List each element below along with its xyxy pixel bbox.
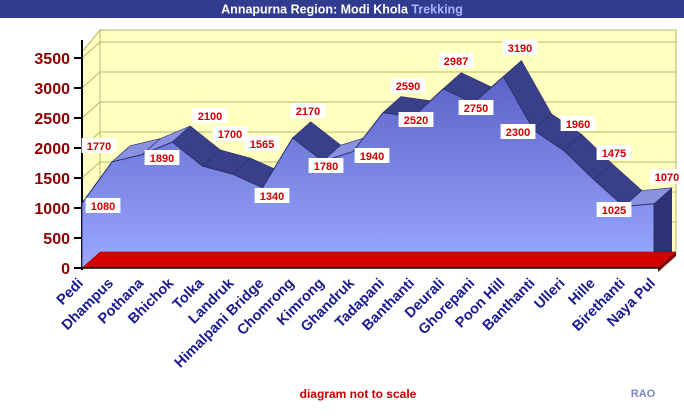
data-label: 1960: [560, 116, 596, 131]
data-label: 1770: [81, 138, 117, 153]
y-tick-label: 1000: [34, 201, 70, 218]
data-label: 2987: [438, 53, 474, 68]
svg-text:1340: 1340: [260, 191, 284, 203]
y-tick-label: 3000: [34, 81, 70, 98]
credit-label: RAO: [631, 388, 656, 400]
svg-text:2590: 2590: [396, 81, 420, 93]
y-tick-label: 0: [61, 261, 70, 278]
svg-text:1890: 1890: [150, 153, 174, 165]
svg-text:1025: 1025: [602, 205, 626, 217]
header-bar: [0, 0, 684, 18]
area-end-face: [654, 187, 672, 268]
y-tick-label: 3500: [34, 51, 70, 68]
data-label: 2300: [500, 124, 536, 139]
y-tick-label: 2000: [34, 141, 70, 158]
floor-top: [81, 251, 677, 269]
svg-text:1770: 1770: [87, 141, 111, 153]
y-tick-label: 2500: [34, 111, 70, 128]
data-label: 2750: [458, 100, 494, 115]
svg-text:1780: 1780: [314, 161, 338, 173]
data-label: 1340: [254, 188, 290, 203]
svg-text:3190: 3190: [508, 43, 532, 55]
data-label: 1940: [354, 148, 390, 163]
x-axis: PediDhampusPothanaBhichokTolkaLandrukHim…: [54, 275, 659, 371]
svg-text:1070: 1070: [655, 172, 679, 184]
svg-text:2100: 2100: [198, 111, 222, 123]
svg-text:1960: 1960: [566, 119, 590, 131]
svg-text:1940: 1940: [360, 151, 384, 163]
data-labels: 1080 1770 1890 2100 1700 1565 1340 2170 1780 1940…: [81, 40, 684, 217]
y-tick-label: 500: [43, 231, 70, 248]
svg-text:1565: 1565: [250, 139, 274, 151]
svg-text:2520: 2520: [404, 115, 428, 127]
data-label: 2520: [398, 112, 434, 127]
data-label: 1700: [212, 126, 248, 141]
svg-text:1700: 1700: [218, 129, 242, 141]
data-label: 1565: [244, 136, 280, 151]
chart-title: Annapurna Region: Modi Khola Trekking: [221, 3, 463, 17]
y-axis: 0 500 1000 1500 2000 2500 3000 3500: [34, 40, 83, 278]
svg-text:1080: 1080: [91, 201, 115, 213]
data-label: 1890: [144, 150, 180, 165]
chart-title-accent: Trekking: [411, 3, 462, 17]
floor-side: [658, 252, 676, 272]
data-label: 2170: [290, 103, 326, 118]
chart-title-main: Annapurna Region: Modi Khola: [221, 3, 411, 17]
svg-text:2300: 2300: [506, 127, 530, 139]
footer-note: diagram not to scale: [300, 387, 417, 401]
data-label: 2590: [390, 78, 426, 93]
svg-text:2170: 2170: [296, 106, 320, 118]
data-label: 1070: [649, 169, 684, 184]
svg-text:1475: 1475: [602, 148, 626, 160]
data-label: 2100: [192, 108, 228, 123]
data-label: 3190: [502, 40, 538, 55]
y-tick-label: 1500: [34, 171, 70, 188]
data-label: 1080: [85, 198, 121, 213]
x-tick-label: Ulleri: [532, 276, 569, 313]
data-label: 1025: [596, 202, 632, 217]
data-label: 1475: [596, 145, 632, 160]
data-label: 1780: [308, 158, 344, 173]
svg-text:2750: 2750: [464, 103, 488, 115]
floor: [81, 251, 677, 272]
svg-text:2987: 2987: [444, 56, 468, 68]
